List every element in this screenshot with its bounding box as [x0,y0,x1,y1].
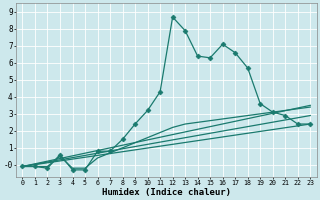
X-axis label: Humidex (Indice chaleur): Humidex (Indice chaleur) [102,188,231,197]
